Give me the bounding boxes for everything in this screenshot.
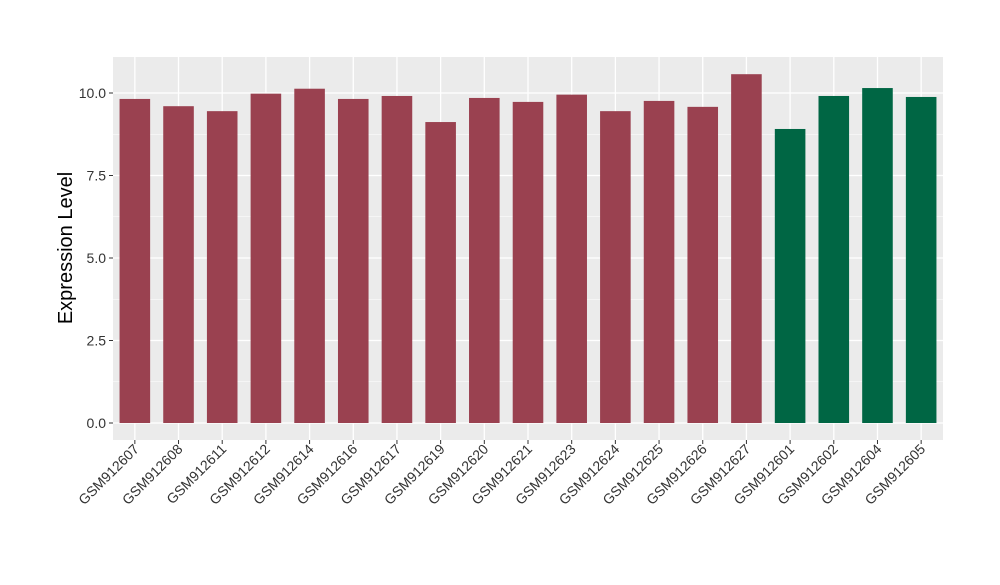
bar-GSM912626 <box>687 106 719 424</box>
bar-GSM912605 <box>905 96 937 424</box>
y-tick-label: 5.0 <box>87 250 107 266</box>
bar-GSM912611 <box>206 111 238 424</box>
bar-GSM912620 <box>469 97 500 423</box>
bar-GSM912619 <box>425 122 456 423</box>
bar-GSM912602 <box>818 95 850 423</box>
bar-GSM912625 <box>643 100 675 424</box>
bar-GSM912616 <box>337 98 369 423</box>
bar-GSM912617 <box>381 95 413 423</box>
bar-GSM912604 <box>862 88 893 424</box>
bar-GSM912607 <box>119 98 151 423</box>
y-axis-label: Expression Level <box>55 172 77 324</box>
bar-GSM912608 <box>163 106 194 423</box>
bar-GSM912612 <box>250 93 282 423</box>
bar-GSM912624 <box>600 111 631 424</box>
bar-GSM912623 <box>556 94 587 424</box>
y-tick-label: 7.5 <box>87 168 107 184</box>
bar-GSM912621 <box>512 101 544 423</box>
bar-GSM912601 <box>774 128 806 423</box>
bar-GSM912614 <box>294 88 325 424</box>
y-tick-label: 0.0 <box>87 415 107 431</box>
y-tick-label: 2.5 <box>87 333 107 349</box>
y-tick-label: 10.0 <box>79 85 106 101</box>
bar-GSM912627 <box>731 74 762 423</box>
